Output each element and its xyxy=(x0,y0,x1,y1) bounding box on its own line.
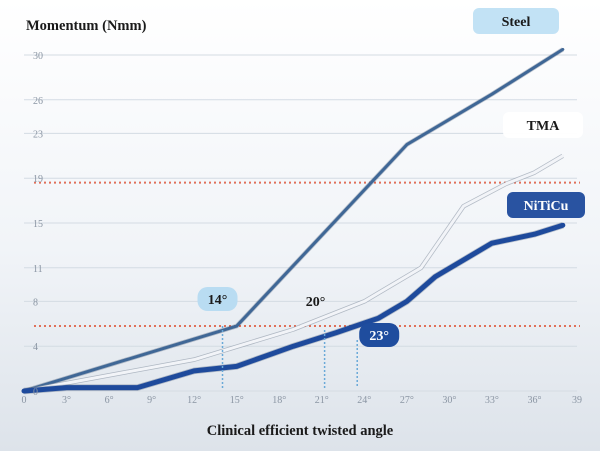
x-tick-label: 21° xyxy=(315,395,329,406)
ticks: 0 4 8 11 15 19 23 26 30 0 3° 6° 9° 12° 15° 18° 21° 24° 27°… xyxy=(22,51,583,406)
series-line-steel xyxy=(22,47,565,393)
x-tick-label: 24° xyxy=(357,395,371,406)
y-tick-label: 8 xyxy=(33,297,38,308)
x-tick-label: 36° xyxy=(527,395,541,406)
y-axis-title: Momentum (Nmm) xyxy=(26,18,147,34)
y-tick-label: 15 xyxy=(33,219,43,230)
annotation-badge xyxy=(359,323,400,347)
y-tick-label: 19 xyxy=(33,174,43,185)
grid xyxy=(24,54,577,392)
series-labels: Steel TMA NiTiCu xyxy=(473,8,585,218)
x-tick-label: 0 xyxy=(22,395,27,406)
y-tick-label: 4 xyxy=(33,342,38,353)
annotation-label: 14° xyxy=(208,293,228,308)
series-label-badge-niticu xyxy=(507,192,585,218)
series-line-tma xyxy=(22,154,565,393)
y-tick-label: 30 xyxy=(33,51,43,62)
series-label-tma: TMA xyxy=(527,119,561,134)
x-tick-label: 39 xyxy=(572,395,582,406)
y-tick-label: 26 xyxy=(33,96,43,107)
series-lines xyxy=(21,47,566,395)
series-label-steel: Steel xyxy=(502,15,531,30)
x-tick-label: 9° xyxy=(147,395,156,406)
x-tick-label: 15° xyxy=(230,395,244,406)
x-tick-label: 27° xyxy=(400,395,414,406)
x-tick-label: 3° xyxy=(62,395,71,406)
series-line-niticu xyxy=(21,222,566,394)
series-label-niticu: NiTiCu xyxy=(524,199,569,214)
annotation-badge xyxy=(197,287,238,311)
annotation-label: 23° xyxy=(369,329,389,344)
annotation-label: 20° xyxy=(306,295,326,310)
y-tick-label: 23 xyxy=(33,129,43,140)
series-label-badge-tma xyxy=(503,112,583,138)
x-axis-title: Clinical efficient twisted angle xyxy=(207,423,394,439)
x-tick-label: 12° xyxy=(187,395,201,406)
y-tick-label: 11 xyxy=(33,264,43,275)
x-tick-label: 18° xyxy=(272,395,286,406)
series-label-badge-steel xyxy=(473,8,559,34)
x-tick-label: 30° xyxy=(442,395,456,406)
y-tick-label: 0 xyxy=(33,387,38,398)
reference-lines xyxy=(34,181,580,328)
angle-annotations: 14° 20° 23° xyxy=(197,287,400,388)
x-tick-label: 33° xyxy=(485,395,499,406)
x-tick-label: 6° xyxy=(105,395,114,406)
